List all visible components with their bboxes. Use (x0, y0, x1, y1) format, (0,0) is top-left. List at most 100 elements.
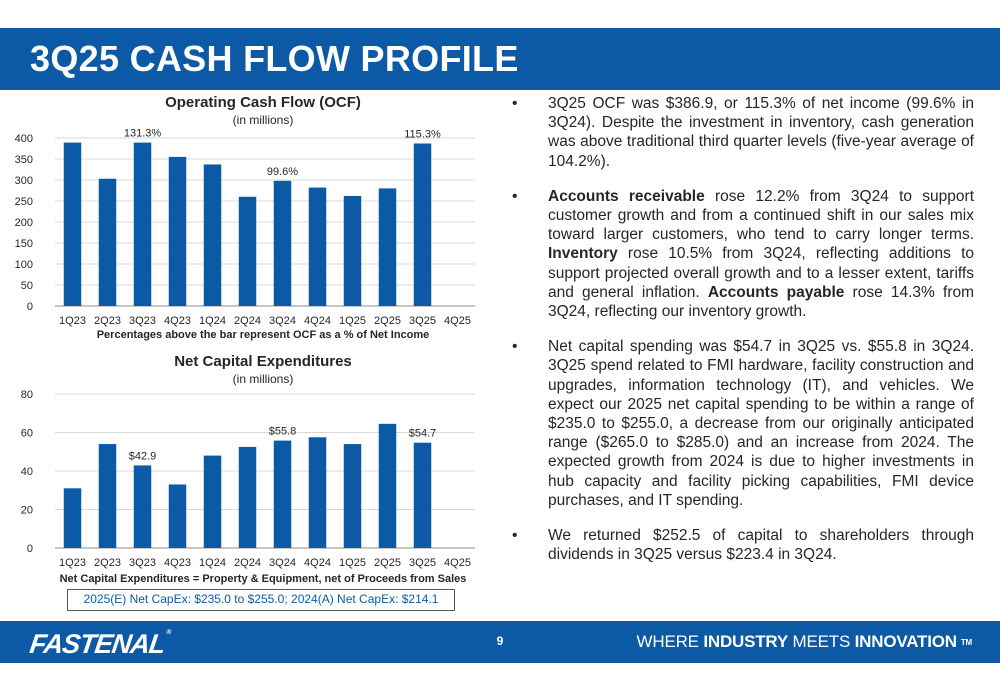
y-tick-label: 20 (21, 505, 33, 517)
x-tick-label: 1Q23 (59, 315, 86, 327)
bullet-text: rose 14.3% from 3Q24, reflecting our inv… (548, 283, 975, 321)
bar (238, 196, 257, 306)
bar (98, 444, 117, 548)
chart-title: Operating Cash Flow (OCF) (165, 94, 361, 111)
bar-data-label: $55.8 (269, 426, 297, 438)
x-tick-label: 3Q25 (409, 315, 436, 327)
slide-title: 3Q25 CASH FLOW PROFILE (30, 38, 519, 79)
tagline-part: WHERE (636, 632, 704, 651)
bullet-emphasis: Inventory (548, 245, 618, 263)
bar (308, 437, 327, 548)
x-tick-label: 3Q23 (129, 557, 156, 569)
bar (63, 488, 82, 548)
x-tick-label: 4Q23 (164, 557, 191, 569)
chart-title: Net Capital Expenditures (174, 353, 352, 370)
bullet-dot: • (512, 338, 518, 356)
x-tick-label: 2Q24 (234, 557, 261, 569)
tagline-part: INNOVATION (854, 632, 957, 651)
x-tick-label: 2Q25 (374, 557, 401, 569)
x-tick-label: 1Q24 (199, 557, 226, 569)
y-tick-label: 100 (15, 259, 33, 271)
x-tick-label: 3Q23 (129, 315, 156, 327)
bullet-text: We returned $252.5 of capital to shareho… (548, 527, 974, 564)
bar (378, 188, 397, 306)
bullet-text: rose 10.5% from 3Q24, reflecting additio… (548, 245, 974, 301)
bar (413, 143, 432, 306)
bar-data-label: $42.9 (129, 450, 157, 462)
bullet-dot: • (512, 95, 518, 112)
page-number: 9 (496, 634, 504, 648)
x-axis-caption: Net Capital Expenditures = Property & Eq… (60, 573, 467, 585)
bar (238, 446, 257, 548)
bar (168, 484, 187, 548)
bar (203, 455, 222, 548)
bullet-text: rose 12.2% from 3Q24 to support customer… (548, 187, 975, 244)
y-tick-label: 300 (15, 175, 33, 187)
bar-data-label: $54.7 (409, 428, 437, 440)
bullet-text: Net capital spending was $54.7 in 3Q25 v… (548, 338, 974, 509)
y-tick-label: 80 (21, 389, 33, 401)
x-tick-label: 2Q23 (94, 315, 121, 327)
y-tick-label: 40 (21, 466, 33, 478)
bar (378, 423, 397, 548)
x-tick-label: 3Q25 (409, 557, 436, 569)
x-tick-label: 1Q25 (339, 557, 366, 569)
bar (343, 444, 362, 548)
x-tick-label: 2Q25 (374, 315, 401, 327)
bar (133, 465, 152, 548)
bar (308, 187, 327, 306)
x-tick-label: 1Q23 (59, 557, 86, 569)
y-tick-label: 350 (15, 154, 33, 166)
x-axis-caption: Percentages above the bar represent OCF … (97, 329, 430, 341)
x-tick-label: 2Q23 (94, 557, 121, 569)
x-tick-label: 1Q25 (339, 315, 366, 327)
bar-data-label: 99.6% (267, 166, 298, 178)
bar (133, 142, 152, 306)
bullet-item: • Accounts receivable rose 12.2% from 3Q2… (512, 187, 974, 321)
x-tick-label: 2Q24 (234, 315, 261, 327)
tagline-part: MEETS (788, 632, 855, 651)
tagline-text: WHERE INDUSTRY MEETS INNOVATION (637, 632, 957, 651)
bullet-item: • 3Q25 OCF was $386.9, or 115.3% of net i… (512, 94, 974, 171)
bullet-item: • We returned $252.5 of capital to shareh… (512, 526, 974, 564)
y-tick-label: 60 (21, 428, 33, 440)
y-tick-label: 200 (15, 217, 33, 229)
bullet-list: • 3Q25 OCF was $386.9, or 115.3% of net i… (512, 94, 974, 580)
tagline-trademark: TM (960, 638, 972, 648)
x-tick-label: 4Q24 (304, 557, 331, 569)
bar (273, 180, 292, 306)
bullet-emphasis: Accounts payable (707, 283, 845, 301)
bar (343, 195, 362, 306)
x-tick-label: 3Q24 (269, 315, 296, 327)
bullet-text: 3Q25 OCF was $386.9, or 115.3% of net in… (548, 95, 974, 170)
bullet-item: • Net capital spending was $54.7 in 3Q25 … (512, 337, 974, 510)
bar (63, 142, 82, 306)
tagline-part: INDUSTRY (703, 632, 789, 651)
bar (203, 164, 222, 306)
capex-chart: Net Capital Expenditures (in millions) 0 20… (21, 353, 475, 585)
bar (98, 178, 117, 306)
chart-subtitle: (in millions) (233, 113, 294, 127)
bullet-emphasis: Accounts receivable (548, 187, 705, 205)
capex-note: 2025(E) Net CapEx: $235.0 to $255.0; 202… (67, 589, 455, 611)
y-tick-label: 50 (21, 280, 33, 292)
chart-subtitle: (in millions) (233, 372, 294, 386)
x-tick-label: 1Q24 (199, 315, 226, 327)
x-tick-label: 4Q24 (304, 315, 331, 327)
y-tick-label: 250 (15, 196, 33, 208)
bar-data-label: 115.3% (404, 129, 441, 141)
y-tick-label: 400 (15, 133, 33, 145)
bar (168, 156, 187, 306)
bar (273, 440, 292, 548)
y-tick-label: 0 (27, 543, 33, 555)
bullet-dot: • (512, 187, 518, 205)
bar-data-label: 131.3% (124, 128, 162, 140)
ocf-chart: Operating Cash Flow (OCF) (in millions) 0 5… (15, 94, 475, 341)
y-tick-label: 0 (27, 301, 33, 313)
x-tick-label: 3Q24 (269, 557, 296, 569)
x-tick-label: 4Q25 (444, 315, 471, 327)
x-tick-label: 4Q25 (444, 557, 471, 569)
bar (413, 442, 432, 548)
x-tick-label: 4Q23 (164, 315, 191, 327)
y-tick-label: 150 (15, 238, 33, 250)
